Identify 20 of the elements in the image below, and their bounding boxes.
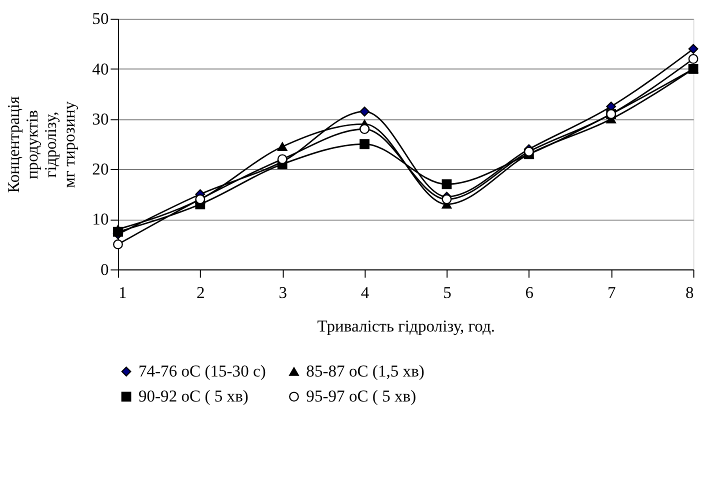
x-tick-label: 5 — [443, 283, 452, 302]
y-axis-title: Концентрація продуктів гідролізу, мг тирозину — [4, 96, 79, 193]
y-tick-label: 0 — [100, 260, 109, 279]
y-tick-label: 50 — [92, 9, 109, 28]
x-tick-label: 2 — [196, 283, 205, 302]
x-tick-label: 1 — [118, 283, 127, 302]
y-tick-label: 20 — [92, 160, 109, 179]
y-tick-label: 10 — [92, 210, 109, 229]
x-tick-label: 3 — [278, 283, 287, 302]
x-tick-label: 6 — [525, 283, 534, 302]
legend-label: 90-92 оС ( 5 хв) — [138, 386, 248, 406]
x-tick-label: 8 — [686, 283, 694, 302]
x-tick-label: 4 — [360, 283, 370, 302]
legend-label: 95-97 оС ( 5 хв) — [306, 386, 416, 406]
x-tick-label: 7 — [607, 283, 616, 302]
y-tick-label: 40 — [92, 59, 109, 78]
y-tick-label: 30 — [92, 109, 109, 128]
legend-label: 74-76 оС (15-30 с) — [138, 361, 266, 380]
x-axis-title: Тривалість гідролізу, год. — [317, 316, 496, 336]
legend-label: 85-87 оС (1,5 хв) — [306, 361, 424, 380]
